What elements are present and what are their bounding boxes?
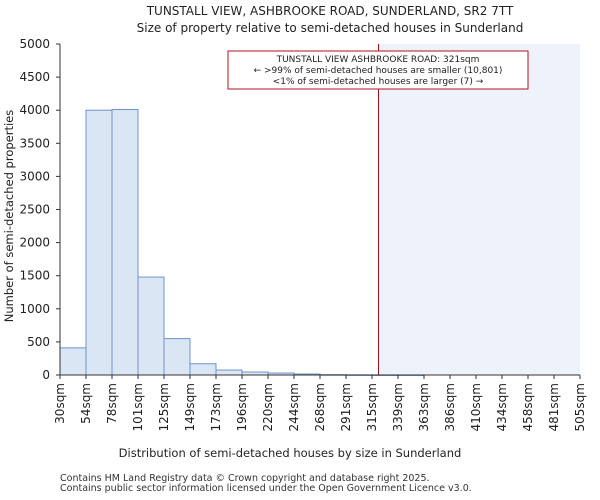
attribution-footer: Contains HM Land Registry data © Crown c…: [60, 474, 472, 494]
annotation-line-2: ← >99% of semi-detached houses are small…: [254, 66, 503, 76]
y-tick-label: 1000: [19, 302, 50, 316]
x-tick-label: 125sqm: [157, 383, 171, 431]
x-tick-label: 149sqm: [183, 383, 197, 431]
histogram-bar: [189, 363, 217, 376]
histogram-bar: [111, 109, 139, 376]
chart-title: TUNSTALL VIEW, ASHBROOKE ROAD, SUNDERLAN…: [146, 4, 514, 18]
x-tick-label: 196sqm: [235, 383, 249, 431]
x-axis-label: Distribution of semi-detached houses by …: [119, 446, 462, 460]
y-tick-label: 5000: [19, 37, 50, 51]
x-tick-label: 30sqm: [53, 383, 67, 424]
x-tick-label: 101sqm: [131, 383, 145, 431]
histogram-bar: [215, 369, 243, 376]
footer-line-1: Contains HM Land Registry data © Crown c…: [60, 473, 430, 484]
x-tick-label: 410sqm: [469, 383, 483, 431]
x-tick-label: 458sqm: [521, 383, 535, 431]
y-axis-label: Number of semi-detached properties: [2, 110, 16, 322]
y-tick-label: 4500: [19, 70, 50, 84]
footer-line-2: Contains public sector information licen…: [60, 483, 472, 494]
histogram-bar: [59, 347, 87, 376]
x-tick-label: 244sqm: [287, 383, 301, 431]
annotation-box: [227, 50, 529, 90]
histogram-bar: [163, 338, 191, 376]
y-tick-label: 2000: [19, 236, 50, 250]
y-tick-label: 3000: [19, 169, 50, 183]
y-tick-label: 1500: [19, 269, 50, 283]
x-tick-label: 481sqm: [547, 383, 561, 431]
x-tick-label: 363sqm: [417, 383, 431, 431]
x-tick-label: 78sqm: [105, 383, 119, 424]
x-tick-label: 386sqm: [443, 383, 457, 431]
y-tick-label: 3500: [19, 136, 50, 150]
x-tick-label: 173sqm: [209, 383, 223, 431]
annotation-line-3: <1% of semi-detached houses are larger (…: [273, 77, 484, 87]
histogram-bar: [85, 109, 113, 376]
x-tick-label: 315sqm: [365, 383, 379, 431]
annotation-line-1: TUNSTALL VIEW ASHBROOKE ROAD: 321sqm: [276, 55, 480, 65]
x-tick-label: 54sqm: [79, 383, 93, 424]
y-tick-label: 0: [42, 368, 50, 382]
y-tick-label: 500: [27, 335, 50, 349]
y-tick-label: 4000: [19, 103, 50, 117]
y-tick-label: 2500: [19, 203, 50, 217]
x-tick-label: 291sqm: [339, 383, 353, 431]
x-tick-label: 339sqm: [391, 383, 405, 431]
shaded-region: [378, 44, 580, 375]
x-tick-label: 268sqm: [313, 383, 327, 431]
x-tick-label: 220sqm: [261, 383, 275, 431]
chart-subtitle: Size of property relative to semi-detach…: [137, 21, 524, 35]
x-tick-label: 434sqm: [495, 383, 509, 431]
x-tick-label: 505sqm: [573, 383, 587, 431]
histogram-bar: [137, 276, 165, 376]
marker-annotation: TUNSTALL VIEW ASHBROOKE ROAD: 321sqm ← >…: [227, 50, 529, 90]
